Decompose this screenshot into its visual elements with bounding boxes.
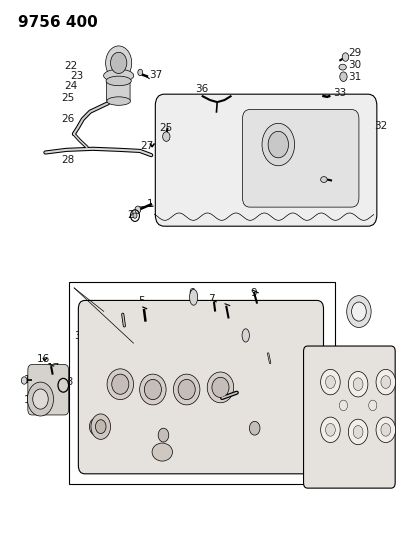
Ellipse shape: [207, 372, 233, 403]
Text: 12: 12: [224, 390, 237, 400]
Circle shape: [342, 53, 348, 61]
FancyBboxPatch shape: [106, 80, 130, 102]
Text: 37: 37: [148, 70, 162, 79]
Circle shape: [267, 131, 288, 158]
Text: 15: 15: [24, 375, 37, 385]
Ellipse shape: [189, 289, 197, 305]
Ellipse shape: [139, 374, 166, 405]
Text: 11: 11: [266, 351, 279, 361]
FancyBboxPatch shape: [242, 110, 358, 207]
Text: 5: 5: [137, 296, 144, 306]
Text: 30: 30: [348, 60, 361, 70]
Text: 10: 10: [241, 329, 254, 340]
Circle shape: [137, 69, 142, 76]
Text: 18: 18: [60, 377, 74, 387]
Bar: [68, 282, 335, 484]
Circle shape: [158, 428, 169, 442]
Ellipse shape: [173, 374, 200, 405]
Ellipse shape: [241, 329, 249, 342]
Ellipse shape: [103, 69, 133, 82]
Circle shape: [249, 421, 259, 435]
Ellipse shape: [112, 374, 128, 394]
FancyBboxPatch shape: [28, 365, 68, 415]
Circle shape: [106, 46, 131, 80]
Text: 32: 32: [373, 121, 387, 131]
Text: 20: 20: [352, 304, 365, 314]
Circle shape: [368, 400, 376, 411]
Text: 35: 35: [333, 174, 346, 184]
Text: 25: 25: [61, 93, 75, 103]
Circle shape: [375, 369, 395, 395]
Text: 4: 4: [115, 303, 121, 313]
Circle shape: [380, 423, 390, 436]
Text: 8: 8: [222, 303, 228, 313]
Circle shape: [325, 423, 335, 436]
Circle shape: [339, 72, 346, 82]
Circle shape: [27, 382, 54, 416]
Circle shape: [91, 414, 110, 439]
Circle shape: [348, 419, 367, 445]
Text: 6: 6: [187, 288, 194, 298]
Ellipse shape: [338, 64, 346, 70]
Ellipse shape: [320, 176, 326, 182]
Text: 13: 13: [86, 402, 99, 412]
FancyBboxPatch shape: [78, 301, 323, 474]
FancyBboxPatch shape: [155, 94, 376, 226]
Circle shape: [320, 417, 339, 442]
Text: 25: 25: [159, 123, 172, 133]
Ellipse shape: [107, 369, 133, 400]
Circle shape: [380, 376, 390, 389]
Circle shape: [339, 400, 347, 411]
Text: 21: 21: [344, 427, 357, 437]
Text: 27: 27: [140, 141, 153, 151]
Text: 7: 7: [208, 294, 214, 304]
Ellipse shape: [211, 377, 229, 398]
Text: 36: 36: [194, 84, 207, 94]
Ellipse shape: [152, 443, 172, 461]
Circle shape: [110, 52, 126, 74]
Text: 33: 33: [333, 87, 346, 98]
Text: 3: 3: [74, 332, 80, 342]
Circle shape: [351, 302, 365, 321]
Text: 9756 400: 9756 400: [18, 14, 97, 30]
Circle shape: [133, 213, 137, 218]
Text: 14: 14: [148, 448, 162, 458]
Circle shape: [375, 417, 395, 442]
Circle shape: [346, 296, 370, 327]
Circle shape: [353, 425, 362, 438]
Circle shape: [135, 206, 140, 214]
Circle shape: [89, 418, 102, 435]
Circle shape: [320, 369, 339, 395]
Circle shape: [353, 378, 362, 391]
Circle shape: [348, 372, 367, 397]
Circle shape: [261, 123, 294, 166]
Text: 28: 28: [61, 156, 75, 165]
Text: 26: 26: [61, 114, 75, 124]
Text: 16: 16: [37, 354, 50, 364]
Text: 29: 29: [348, 49, 361, 58]
Circle shape: [21, 377, 27, 384]
Text: 17: 17: [47, 364, 60, 373]
Text: 24: 24: [64, 81, 78, 91]
Ellipse shape: [106, 76, 131, 86]
FancyBboxPatch shape: [303, 346, 394, 488]
Ellipse shape: [178, 379, 195, 400]
Text: 23: 23: [70, 70, 83, 80]
Text: 19: 19: [24, 395, 37, 405]
Text: 31: 31: [348, 71, 361, 82]
Text: 22: 22: [64, 61, 78, 71]
Text: 9: 9: [250, 288, 256, 298]
Circle shape: [162, 132, 170, 141]
Circle shape: [33, 389, 48, 409]
Ellipse shape: [144, 379, 161, 400]
Circle shape: [95, 419, 106, 433]
Text: 1: 1: [147, 199, 153, 209]
Circle shape: [325, 376, 335, 389]
Ellipse shape: [107, 97, 130, 106]
Text: 34: 34: [337, 157, 350, 166]
Text: 2: 2: [126, 209, 133, 220]
